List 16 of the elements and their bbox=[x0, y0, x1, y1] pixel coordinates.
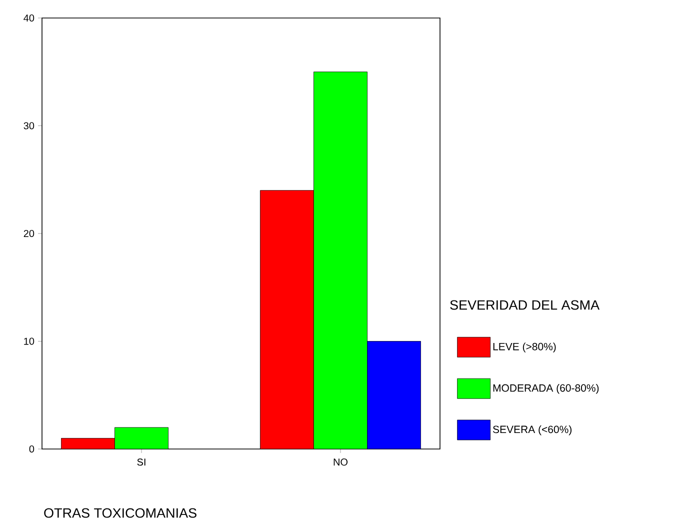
bar bbox=[61, 438, 115, 449]
x-axis-title: OTRAS TOXICOMANIAS bbox=[44, 508, 196, 518]
y-tick-label: 0 bbox=[29, 445, 34, 452]
bar bbox=[114, 427, 168, 449]
legend-label: SEVERA (<60%) bbox=[492, 425, 572, 436]
y-tick-label: 10 bbox=[24, 338, 34, 345]
x-tick-label: SI bbox=[137, 458, 146, 466]
legend-label: MODERADA (60-80%) bbox=[493, 384, 599, 394]
y-tick-label: 20 bbox=[24, 230, 34, 237]
y-tick-label: 40 bbox=[24, 14, 34, 22]
bar bbox=[260, 190, 314, 449]
y-tick-label: 30 bbox=[24, 122, 34, 130]
legend-title: SEVERIDAD DEL ASMA bbox=[450, 300, 600, 310]
bar bbox=[314, 72, 368, 449]
x-tick-label: NO bbox=[334, 458, 348, 466]
legend-label: LEVE (>80%) bbox=[493, 342, 556, 352]
